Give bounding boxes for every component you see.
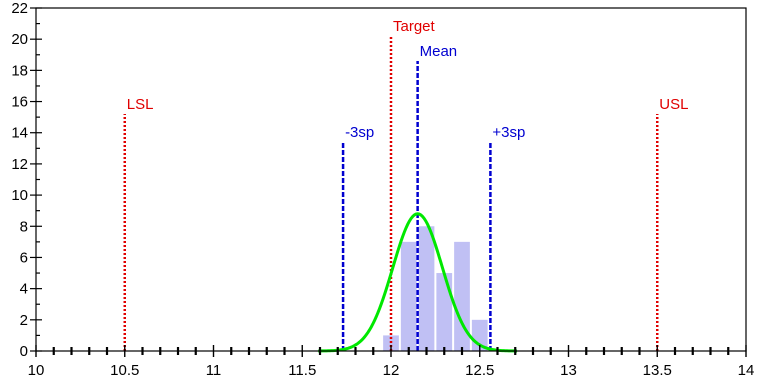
- y-tick-label: 18: [11, 62, 28, 79]
- y-tick-label: 0: [20, 343, 28, 360]
- ref-label-lsl: LSL: [127, 96, 154, 113]
- ref-label-usl: USL: [659, 96, 688, 113]
- plot-frame: [35, 7, 747, 352]
- y-tick-label: 22: [11, 0, 28, 17]
- x-tick-label: 11: [206, 362, 222, 379]
- x-tick-label: 13.5: [643, 362, 672, 379]
- ref-label-target: Target: [393, 18, 436, 35]
- x-tick-label: 12: [383, 362, 400, 379]
- histogram-bars-group: [383, 226, 488, 351]
- y-tick-label: 16: [11, 94, 28, 111]
- reference-labels-group: LSL USL Target Mean -3sp +3sp: [127, 18, 689, 141]
- histogram-bar: [383, 335, 399, 351]
- ref-label-3sp: +3sp: [492, 124, 525, 141]
- x-tick-label: 11.5: [288, 362, 316, 379]
- ref-label-mean: Mean: [420, 43, 458, 60]
- y-tick-label: 14: [11, 125, 28, 142]
- axes-group: 0 2 4 6 8 10 12 14 16 18 20 22 10 10.5 11 11.5 12 12.5 13 1…: [11, 0, 754, 379]
- histogram-bar: [436, 273, 453, 351]
- y-tick-label: 8: [20, 218, 28, 235]
- y-tick-label: 2: [20, 312, 28, 329]
- x-tick-label: 10.5: [110, 362, 139, 379]
- y-tick-label: 4: [20, 281, 28, 298]
- y-tick-label: 12: [11, 156, 28, 173]
- x-tick-label: 12.5: [465, 362, 494, 379]
- normal-distribution-curve: [318, 212, 518, 353]
- x-tick-label: 14: [738, 362, 755, 379]
- histogram-bar: [454, 241, 470, 351]
- x-tick-label: 13: [560, 362, 577, 379]
- ref-label-3sp: -3sp: [345, 124, 374, 141]
- y-tick-label: 6: [20, 249, 28, 266]
- x-tick-label: 10: [28, 362, 45, 379]
- y-tick-label: 10: [11, 187, 28, 204]
- normal-curve-group: [318, 212, 518, 353]
- histogram-bar: [400, 241, 417, 351]
- reference-lines-group: [123, 36, 659, 351]
- y-tick-label: 20: [11, 31, 28, 48]
- histogram-bar: [418, 226, 435, 351]
